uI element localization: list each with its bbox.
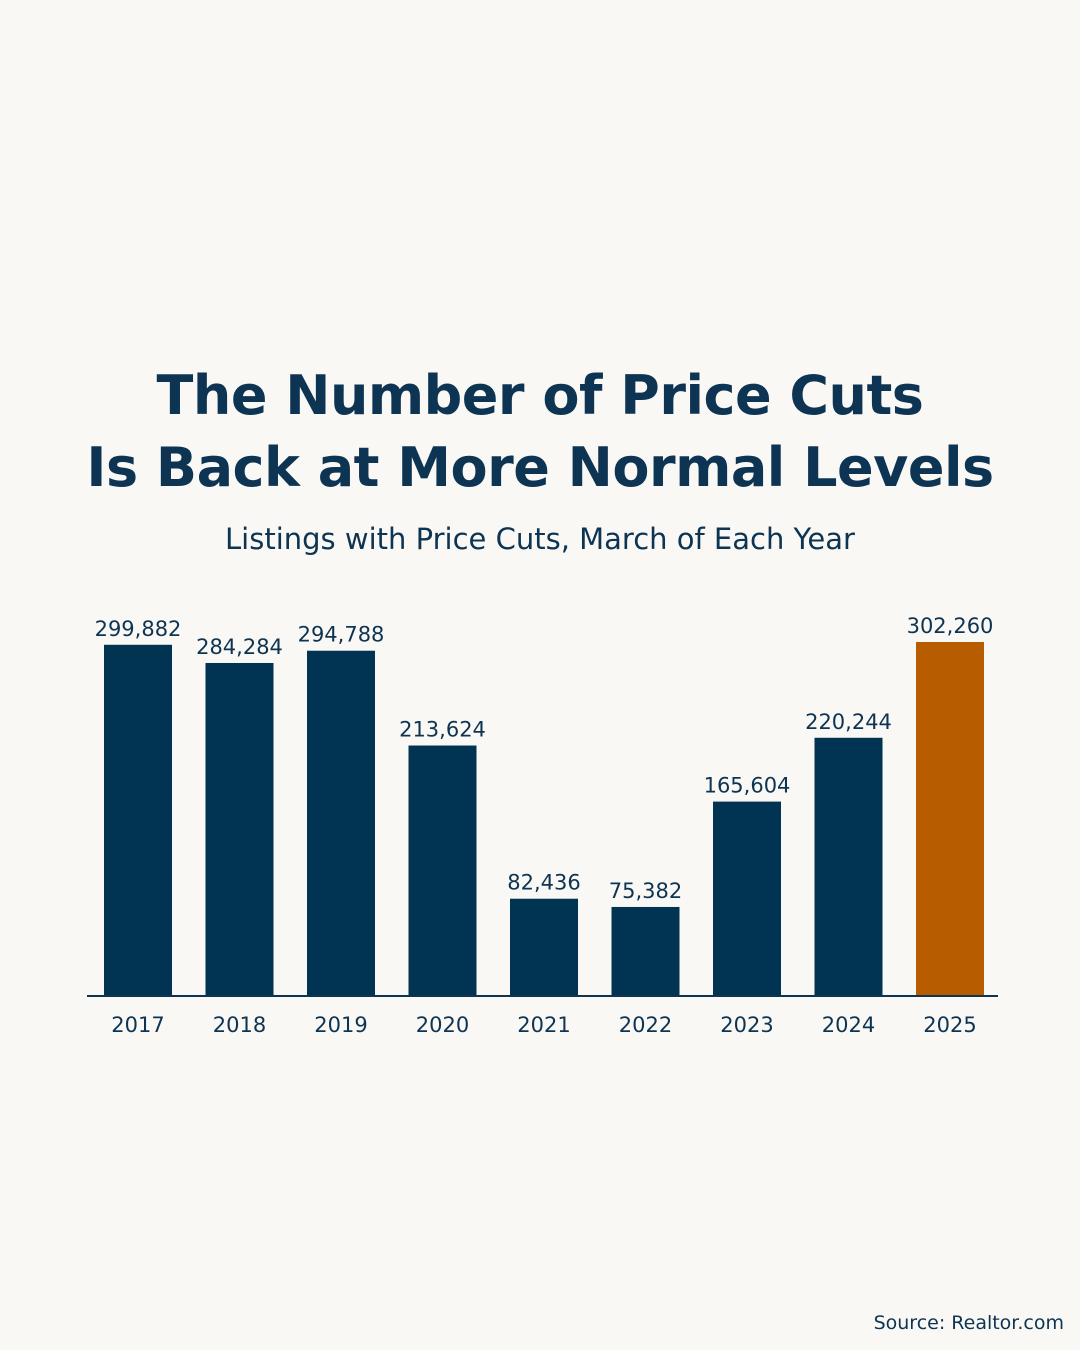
- x-tick-label-2021: 2021: [517, 1013, 570, 1037]
- data-label-2022: 75,382: [609, 879, 682, 903]
- bar-2024: [814, 737, 883, 995]
- data-label-2017: 299,882: [95, 617, 182, 641]
- bar-2019: [307, 650, 375, 995]
- bar-2025: [916, 642, 984, 995]
- data-label-2025: 302,260: [907, 614, 994, 638]
- x-tick-label-2022: 2022: [619, 1013, 672, 1037]
- x-tick-label-2019: 2019: [314, 1013, 367, 1037]
- data-label-2018: 284,284: [196, 635, 283, 659]
- x-tick-label-2020: 2020: [416, 1013, 469, 1037]
- chart-subtitle: Listings with Price Cuts, March of Each …: [225, 522, 855, 556]
- bar-2023: [713, 801, 781, 995]
- x-tick-label-2023: 2023: [720, 1013, 773, 1037]
- data-label-2023: 165,604: [704, 774, 791, 798]
- bar-2017: [104, 644, 172, 995]
- bar-2022: [611, 906, 680, 995]
- data-label-2019: 294,788: [298, 623, 385, 647]
- chart-title-line-2: Is Back at More Normal Levels: [86, 436, 994, 499]
- data-label-2020: 213,624: [399, 718, 486, 742]
- bar-2020: [408, 745, 477, 995]
- chart-title: The Number of Price Cuts Is Back at More…: [0, 360, 1080, 504]
- x-tick-label-2024: 2024: [822, 1013, 875, 1037]
- bar-2021: [510, 898, 578, 995]
- x-tick-label-2025: 2025: [923, 1013, 976, 1037]
- data-label-2024: 220,244: [805, 710, 892, 734]
- bar-2018: [205, 662, 274, 995]
- x-tick-label-2018: 2018: [213, 1013, 266, 1037]
- x-tick-label-2017: 2017: [111, 1013, 164, 1037]
- source-label: Source: Realtor.com: [873, 1312, 1064, 1334]
- data-label-2021: 82,436: [507, 871, 580, 895]
- chart-title-line-1: The Number of Price Cuts: [156, 364, 924, 427]
